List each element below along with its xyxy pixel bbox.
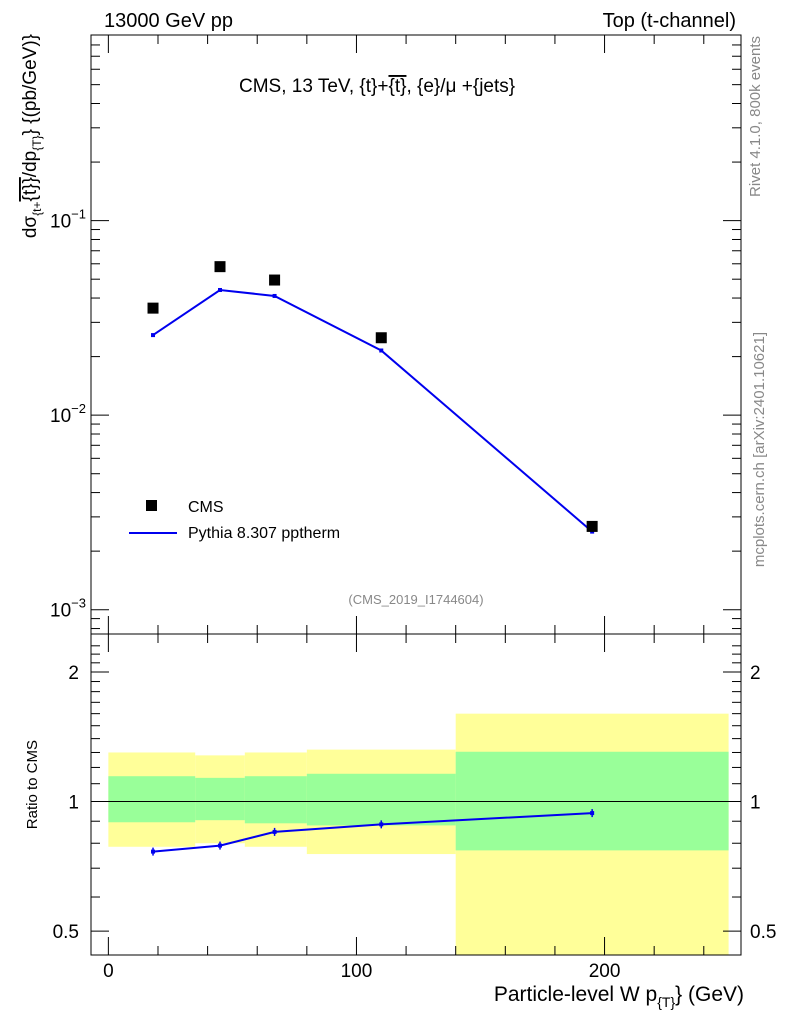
ratio-y-tick-label-left: 2: [68, 663, 79, 684]
analysis-label: (CMS_2019_I1744604): [348, 592, 483, 607]
plot-title: CMS, 13 TeV, {t}+{t}, {e}/μ +{jets}: [239, 76, 515, 97]
mcplots-label: mcplots.cern.ch [arXiv:2401.10621]: [751, 332, 768, 567]
header-left-label: 13000 GeV pp: [104, 10, 233, 32]
x-tick-labels: 0 100 200: [103, 961, 620, 982]
axis-ticks: [91, 34, 741, 955]
cms-data-point: [147, 302, 159, 314]
ratio-y-tick-label-right: 0.5: [750, 922, 776, 943]
cms-data-point: [214, 261, 226, 273]
main-plot-frame: [90, 34, 742, 635]
rivet-version-label: Rivet 4.1.0, 800k events: [747, 36, 764, 197]
mc-series-main: [151, 287, 595, 534]
main-y-tick-label: 10−2: [50, 401, 86, 427]
main-y-tick-label: 10−3: [50, 596, 86, 622]
header-right-label: Top (t-channel): [603, 10, 736, 32]
cms-data-point: [375, 332, 387, 344]
legend-pythia-label: Pythia 8.307 pptherm: [188, 525, 340, 542]
legend-cms-marker: [146, 500, 157, 511]
pythia-point-main: [272, 293, 277, 298]
x-tick-label: 200: [589, 961, 621, 982]
ratio-y-tick-label-left: 0.5: [53, 922, 79, 943]
cms-data-point: [586, 520, 598, 532]
ratio-y-axis-label: Ratio to CMS: [24, 740, 41, 829]
pythia-point-main: [151, 333, 156, 338]
x-tick-label: 0: [103, 961, 114, 982]
pythia-point-main: [379, 348, 384, 353]
x-axis-label: Particle-level W p{T}} (GeV): [494, 983, 744, 1010]
green-band-bin: [108, 776, 196, 823]
legend-cms-label: CMS: [188, 499, 224, 516]
pythia-point-main: [218, 287, 223, 292]
cms-data-points: [147, 261, 598, 532]
cms-data-point: [269, 274, 281, 286]
main-y-tick-labels: 10−1 10−2 10−3: [50, 207, 86, 622]
x-tick-label: 100: [341, 961, 373, 982]
main-y-axis-label: dσ{t+{t}}/dp{T}} {(pb/GeV)}: [20, 34, 44, 238]
ratio-uncertainty-bands: [108, 713, 729, 955]
ratio-y-tick-labels: 0.5 0.5 1 1 2 2: [53, 663, 777, 943]
green-band-bin: [244, 776, 307, 824]
ratio-y-tick-label-right: 1: [750, 793, 761, 814]
ratio-y-tick-label-left: 1: [68, 793, 79, 814]
pythia-line-main: [152, 288, 593, 533]
ratio-y-tick-label-right: 2: [750, 663, 761, 684]
main-y-tick-label: 10−1: [50, 207, 86, 233]
ratio-plot-frame: [90, 633, 742, 956]
green-band-bin: [195, 777, 245, 821]
green-band-bin: [306, 773, 456, 826]
mc-series-ratio: [151, 809, 595, 856]
